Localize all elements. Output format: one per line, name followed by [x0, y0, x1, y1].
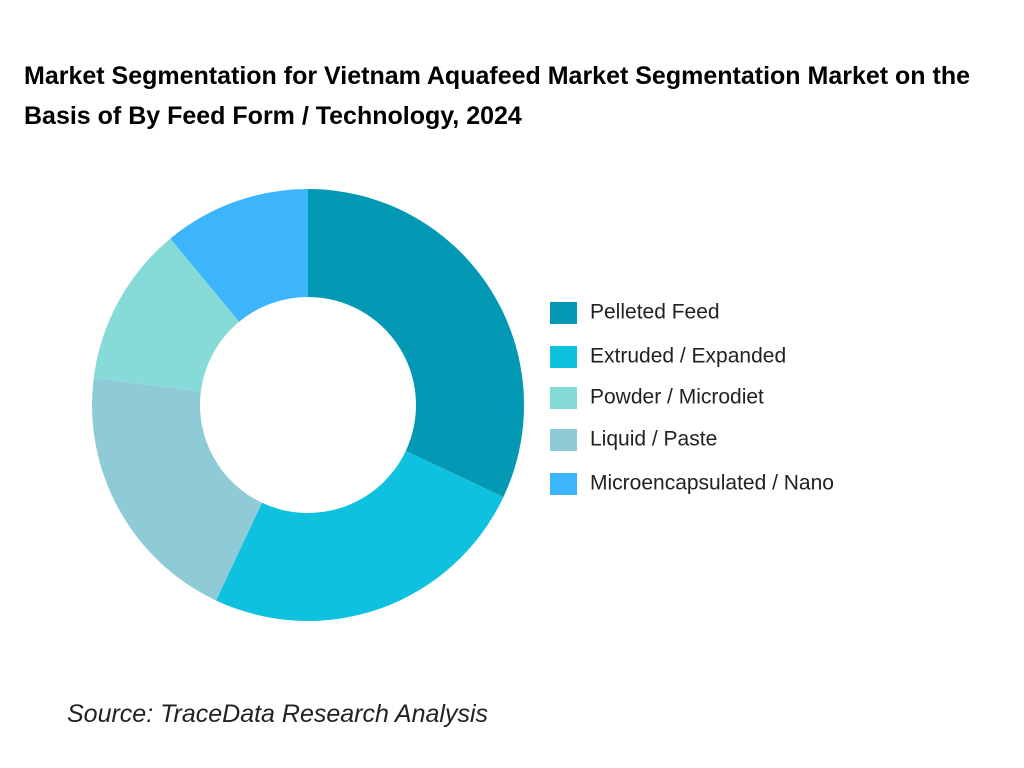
- legend-swatch: [550, 346, 577, 368]
- source-note: Source: TraceData Research Analysis: [67, 700, 489, 728]
- legend-swatch: [550, 387, 577, 409]
- legend-swatch: [550, 302, 577, 324]
- legend-swatch: [550, 473, 577, 495]
- legend-swatch: [550, 429, 577, 451]
- legend-label: Pelleted Feed: [590, 301, 720, 324]
- legend-label: Extruded / Expanded: [590, 345, 786, 368]
- legend-label: Microencapsulated / Nano: [590, 472, 834, 495]
- chart-title: Market Segmentation for Vietnam Aquafeed…: [24, 62, 971, 130]
- donut-slice: [93, 238, 240, 392]
- donut-slice: [308, 189, 524, 497]
- donut-slice: [216, 450, 504, 621]
- legend-label: Liquid / Paste: [590, 428, 717, 451]
- donut-slice: [170, 189, 308, 322]
- donut-slice: [92, 377, 263, 601]
- legend-label: Powder / Microdiet: [590, 386, 764, 409]
